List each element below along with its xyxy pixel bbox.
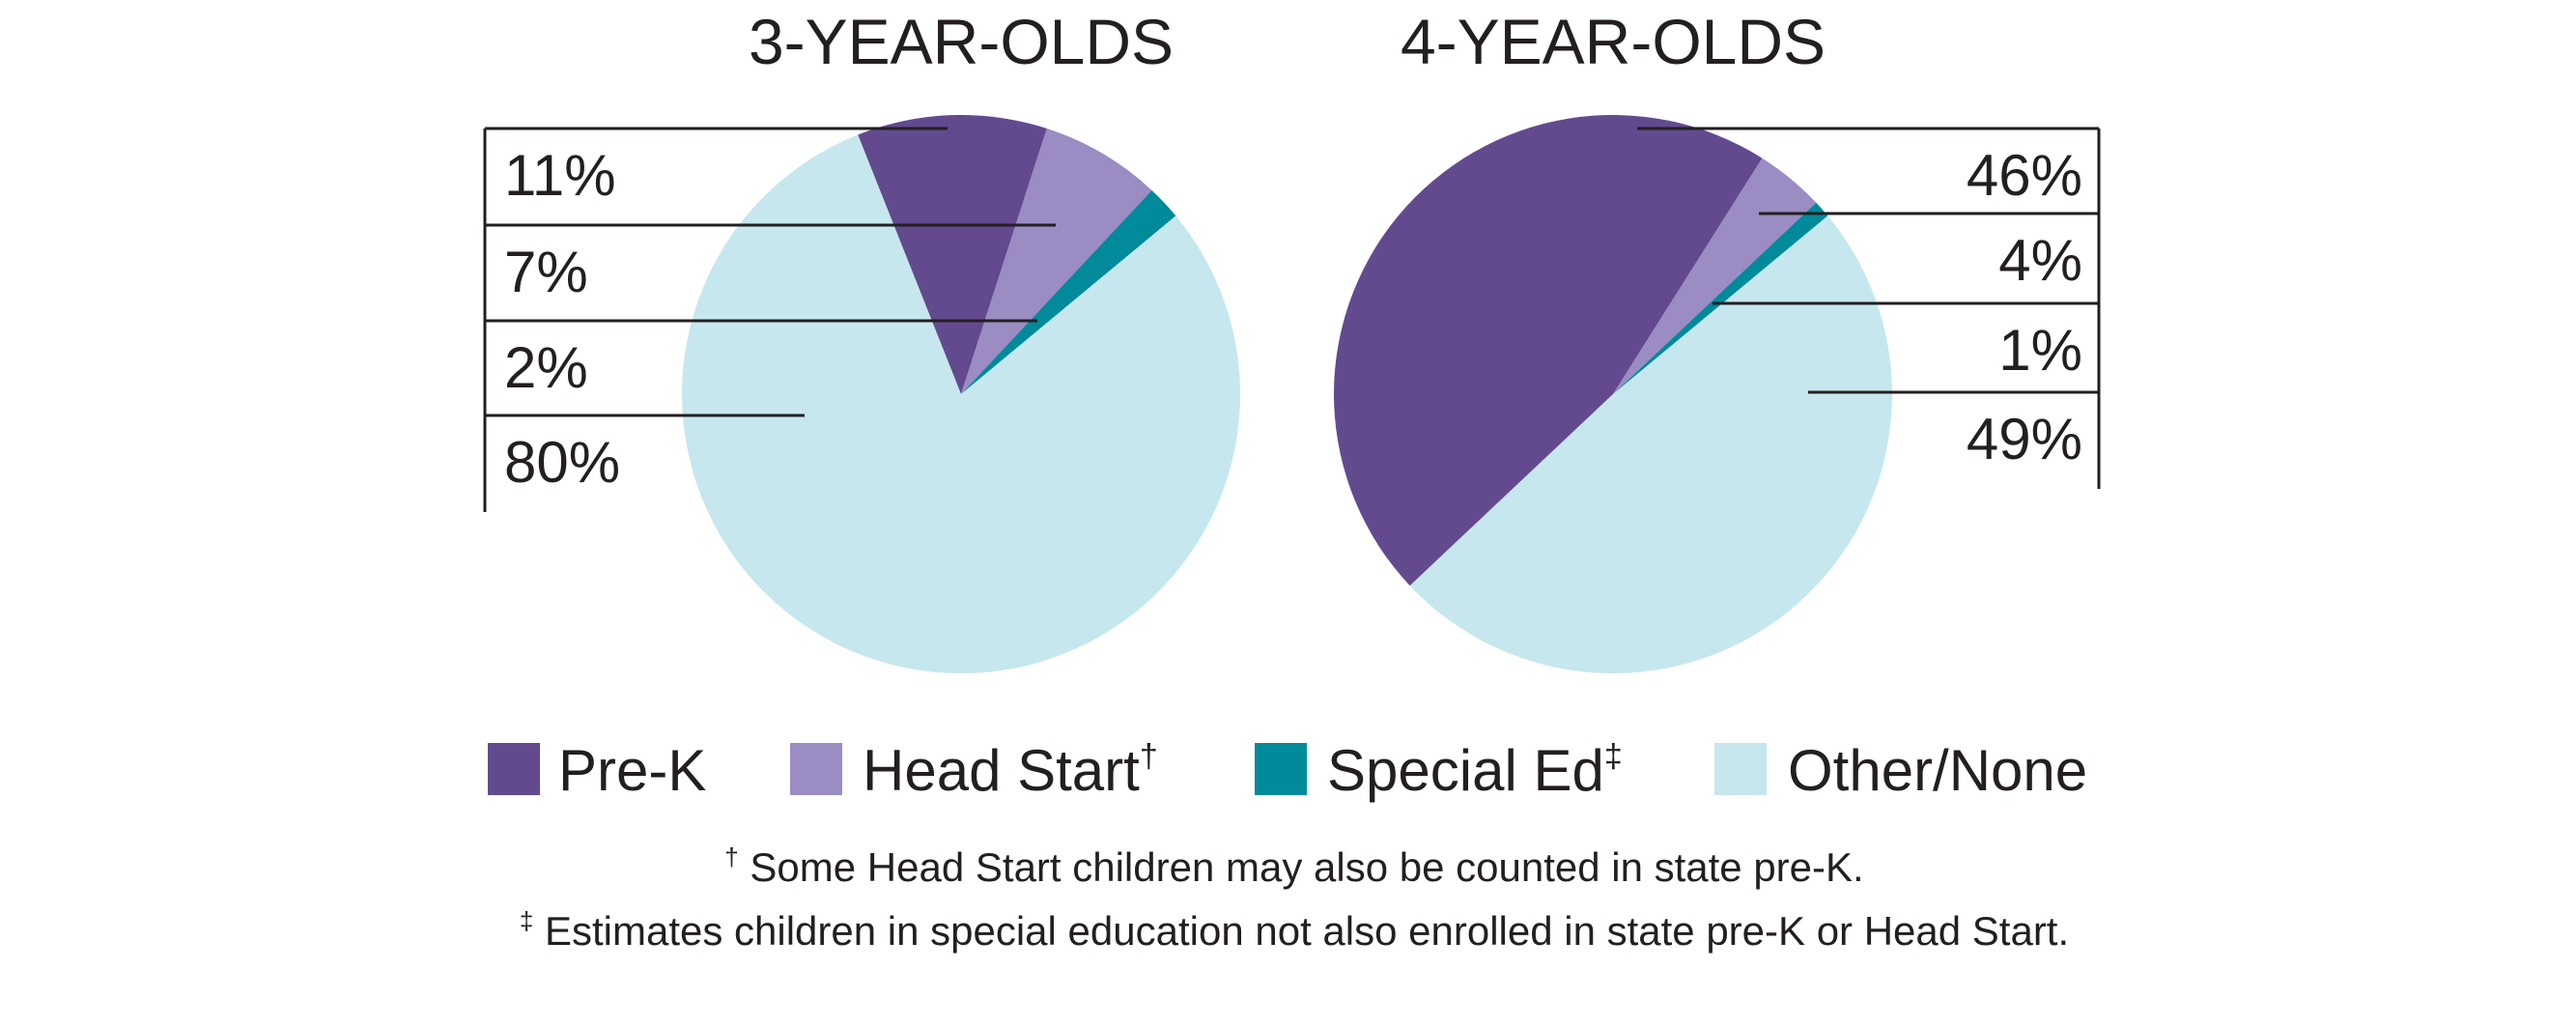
pie-slice-other-none [1409,215,1893,674]
pie-slice-head-start [961,128,1152,395]
legend-swatch-head-start [790,743,842,795]
footnotes: † Some Head Start children may also be c… [520,842,2069,954]
footnote-special-ed: ‡ Estimates children in special educatio… [520,906,2069,954]
chart-title-3-year-olds: 3-YEAR-OLDS [749,6,1174,77]
legend-swatch-special-ed [1255,743,1307,795]
data-label: 2% [504,335,588,400]
legend-label-special-ed: Special Ed‡ [1327,738,1623,803]
footnote-head-start: † Some Head Start children may also be c… [724,842,1863,890]
data-label: 49% [1967,407,2082,471]
legend-label-head-start: Head Start† [863,738,1158,803]
pie-slice-head-start [1613,157,1817,394]
legend-label-other-none: Other/None [1788,738,2087,803]
pie-slice-pre-k [858,114,1047,394]
data-label: 7% [504,240,588,304]
legend-swatch-pre-k [488,743,540,795]
pie-slice-special-ed [1613,202,1828,394]
pie-slice-other-none [682,134,1241,674]
data-label: 4% [1998,228,2082,293]
chart-title-4-year-olds: 4-YEAR-OLDS [1401,6,1826,77]
data-label: 1% [1998,318,2082,383]
legend-label-pre-k: Pre-K [558,738,706,803]
legend-swatch-other-none [1714,743,1767,795]
data-label: 11% [504,143,616,208]
legend: Pre-K Head Start† Special Ed‡ Other/None [488,738,2087,803]
pie-4-year-olds: 4-YEAR-OLDS 46% 4% 1% 49% [1333,6,2101,674]
pie-3-year-olds: 3-YEAR-OLDS 11% 7% 2% 80% [483,6,1241,674]
data-label: 80% [504,430,620,495]
pie-slice-special-ed [961,189,1176,394]
pie-slice-pre-k [1333,114,1763,586]
data-label: 46% [1967,143,2082,208]
